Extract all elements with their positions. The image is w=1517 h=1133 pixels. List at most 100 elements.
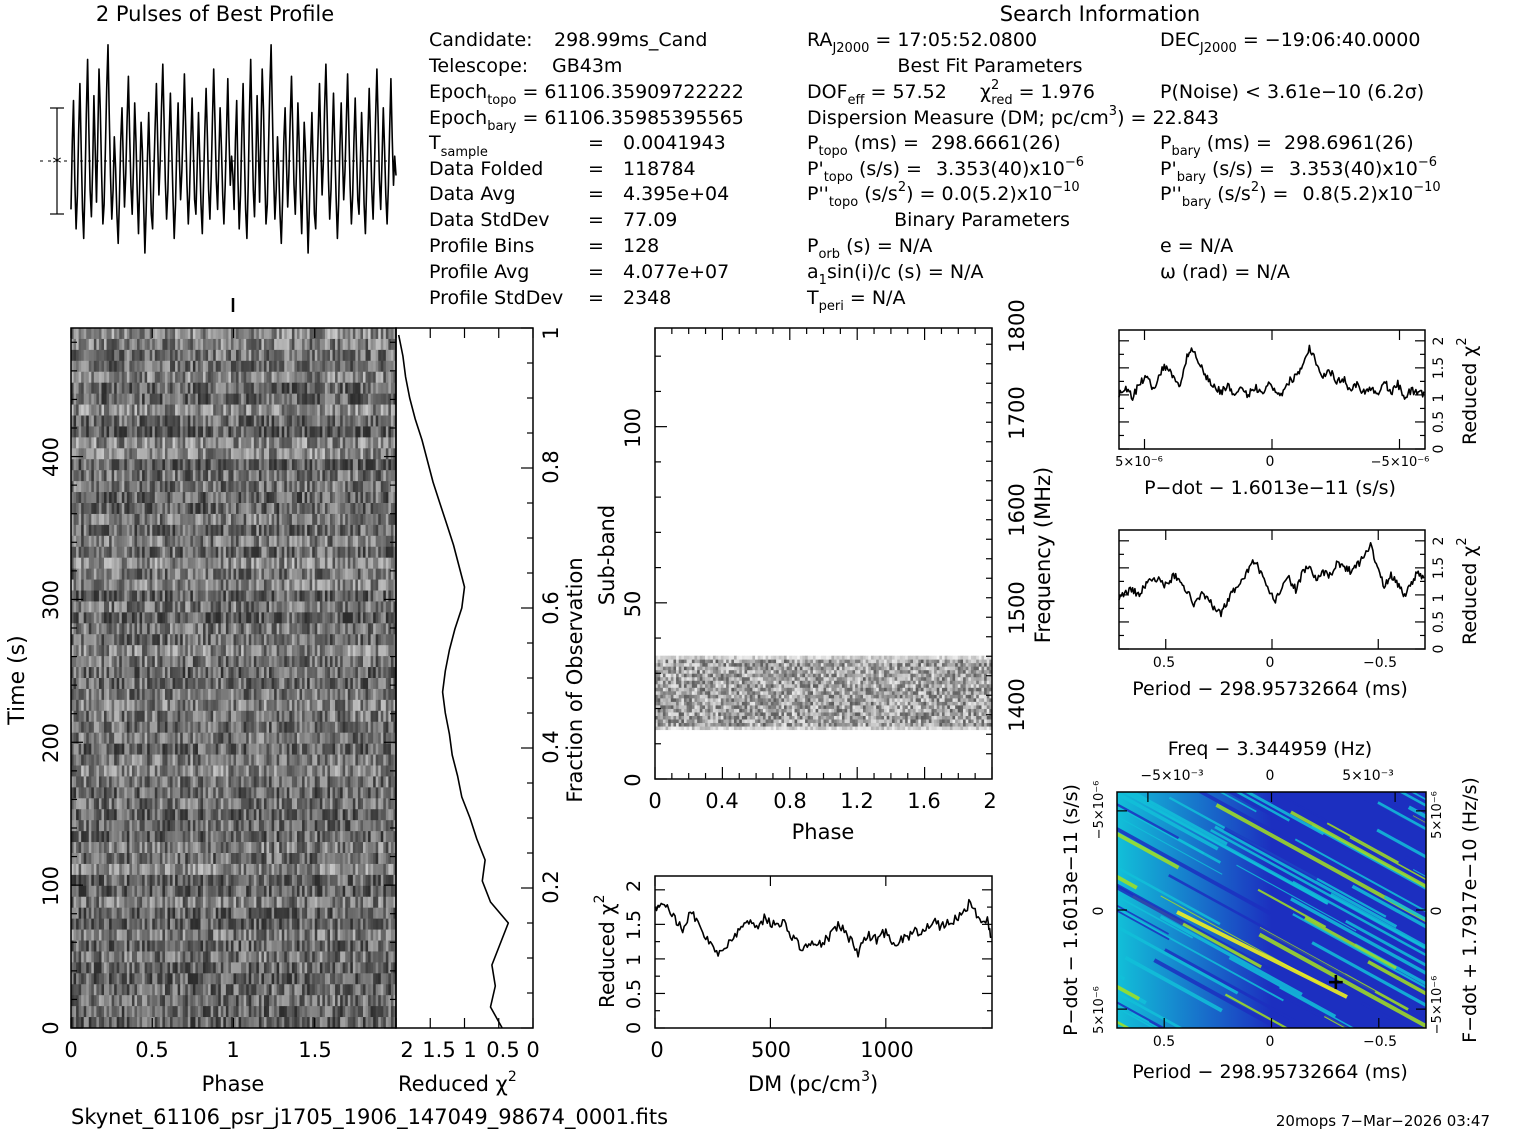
time-phase-cell: [177, 382, 181, 395]
time-phase-cell: [182, 612, 186, 624]
time-phase-cell: [187, 699, 191, 712]
time-phase-cell: [335, 568, 338, 580]
time-phase-cell: [390, 492, 394, 504]
time-phase-cell: [88, 634, 92, 646]
time-phase-cell: [332, 590, 336, 602]
time-phase-cell: [187, 579, 191, 591]
time-phase-cell: [172, 535, 176, 548]
time-phase-cell: [368, 612, 372, 624]
time-phase-cell: [332, 546, 336, 559]
time-phase-cell: [368, 371, 372, 384]
time-phase-cell: [215, 426, 219, 438]
time-phase-cell: [233, 623, 237, 635]
time-phase-cell: [86, 601, 90, 613]
time-phase-cell: [385, 470, 389, 482]
time-phase-cell: [233, 612, 237, 624]
time-phase-cell: [340, 546, 344, 559]
time-phase-cell: [362, 404, 366, 416]
time-phase-cell: [116, 459, 120, 471]
time-phase-cell: [263, 557, 267, 570]
time-phase-cell: [307, 382, 311, 395]
time-phase-cell: [104, 524, 107, 537]
time-phase-cell: [276, 481, 280, 493]
time-phase-cell: [269, 579, 272, 591]
time-phase-cell: [164, 678, 168, 690]
time-phase-cell: [246, 448, 250, 460]
time-phase-cell: [266, 404, 270, 416]
time-phase-cell: [76, 568, 80, 580]
time-phase-cell: [362, 732, 366, 745]
time-phase-cell: [93, 678, 97, 690]
time-phase-cell: [279, 721, 283, 734]
time-phase-cell: [111, 579, 115, 591]
time-phase-cell: [213, 415, 217, 427]
time-phase-cell: [360, 349, 364, 362]
time-phase-cell: [335, 437, 338, 449]
time-phase-cell: [170, 623, 173, 635]
time-phase-cell: [302, 360, 305, 373]
time-phase-cell: [223, 590, 227, 602]
time-phase-cell: [307, 721, 311, 734]
time-phase-cell: [116, 371, 120, 384]
time-phase-cell: [195, 470, 199, 482]
time-phase-cell: [104, 404, 107, 416]
time-phase-cell: [159, 535, 163, 548]
time-phase-cell: [385, 699, 389, 712]
time-phase-cell: [350, 503, 354, 515]
time-phase-cell: [81, 590, 85, 602]
time-phase-cell: [134, 568, 138, 580]
time-phase-cell: [134, 338, 138, 351]
time-phase-cell: [215, 688, 219, 701]
time-phase-cell: [134, 546, 138, 559]
time-phase-cell: [233, 590, 237, 602]
time-phase-cell: [284, 415, 288, 427]
time-phase-cell: [281, 688, 285, 701]
time-phase-cell: [154, 415, 158, 427]
time-phase-cell: [378, 393, 382, 405]
time-phase-cell: [383, 699, 387, 712]
time-phase-cell: [248, 426, 252, 438]
time-phase-cell: [71, 524, 74, 537]
time-phase-cell: [197, 623, 201, 635]
time-phase-cell: [119, 645, 123, 657]
time-phase-cell: [137, 349, 140, 362]
time-phase-cell: [164, 732, 168, 745]
time-phase-cell: [213, 645, 217, 657]
time-phase-cell: [76, 688, 80, 701]
time-phase-cell: [337, 678, 341, 690]
time-phase-cell: [213, 503, 217, 515]
time-phase-cell: [271, 579, 275, 591]
time-phase-cell: [96, 524, 100, 537]
time-phase-cell: [322, 667, 326, 679]
time-phase-cell: [192, 470, 196, 482]
time-phase-cell: [296, 721, 300, 734]
time-phase-cell: [192, 481, 196, 493]
time-phase-cell: [307, 328, 311, 340]
time-phase-cell: [157, 678, 161, 690]
time-phase-cell: [299, 393, 303, 405]
time-phase-cell: [129, 546, 133, 559]
time-phase-cell: [319, 448, 323, 460]
time-phase-cell: [266, 448, 270, 460]
time-phase-cell: [83, 360, 87, 373]
time-phase-cell: [147, 426, 151, 438]
time-phase-cell: [294, 699, 298, 712]
time-phase-cell: [362, 546, 366, 559]
time-phase-cell: [162, 601, 166, 613]
time-phase-cell: [294, 623, 298, 635]
time-phase-cell: [111, 415, 115, 427]
time-phase-cell: [324, 415, 328, 427]
time-phase-cell: [243, 568, 247, 580]
time-phase-cell: [137, 513, 140, 526]
time-phase-cell: [134, 590, 138, 602]
time-phase-cell: [393, 448, 397, 460]
time-phase-cell: [319, 338, 323, 351]
time-phase-cell: [286, 470, 290, 482]
time-phase-cell: [274, 557, 278, 570]
time-phase-cell: [98, 546, 102, 559]
time-phase-cell: [314, 732, 318, 745]
time-phase-cell: [96, 426, 100, 438]
time-phase-cell: [274, 437, 278, 449]
time-phase-cell: [355, 481, 359, 493]
time-phase-cell: [365, 535, 369, 548]
